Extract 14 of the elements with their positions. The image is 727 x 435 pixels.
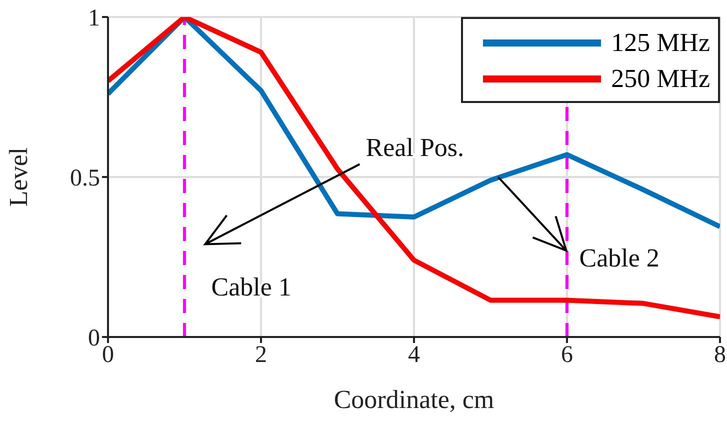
x-tick-label: 4 [408,342,420,368]
annotation: Cable 2 [579,244,660,273]
annotation: Cable 1 [211,272,292,302]
y-axis-title: Level [4,147,34,207]
x-tick-label: 8 [714,342,726,368]
y-tick-label: 1 [88,6,100,32]
y-tick-label: 0 [88,326,100,352]
x-axis-title: Coordinate, cm [334,385,494,414]
x-tick-label: 6 [561,342,573,368]
annotation: Real Pos. [366,133,464,162]
x-tick-label: 2 [255,342,267,368]
y-tick-label: 0.5 [70,166,100,192]
legend-label: 125 MHz [611,28,710,58]
legend-label: 250 MHz [611,64,710,94]
